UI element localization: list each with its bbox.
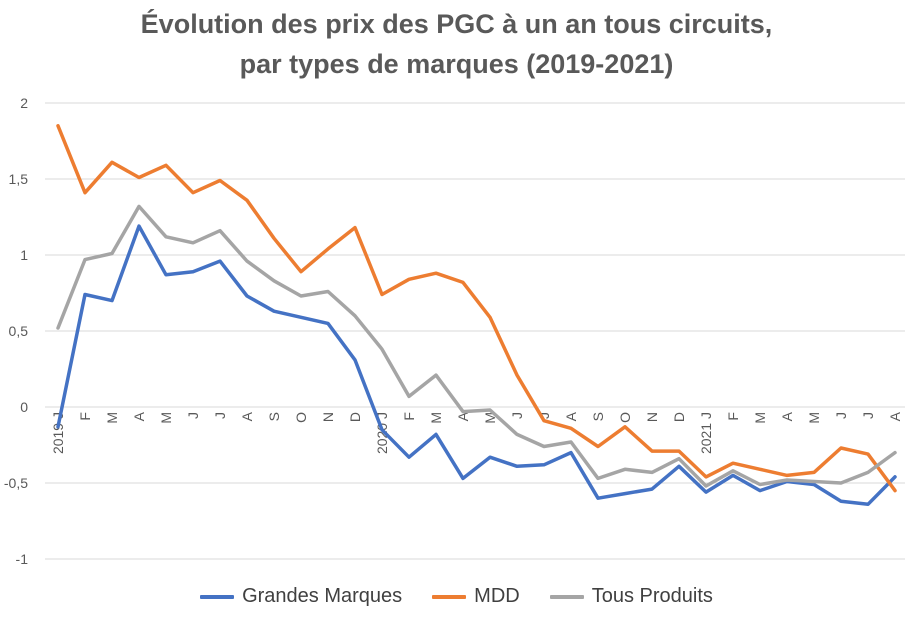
x-tick-label: A (131, 411, 147, 421)
y-tick-label: 2 (20, 95, 28, 111)
x-tick-label: N (644, 412, 660, 422)
legend-item-tous-produits: Tous Produits (549, 585, 713, 608)
x-tick-label: A (779, 411, 795, 421)
y-tick-label: -1 (16, 551, 29, 567)
x-tick-label: J (185, 412, 201, 419)
y-tick-label: 0,5 (9, 323, 29, 339)
chart-title-line-1: Évolution des prix des PGC à un an tous … (140, 9, 773, 39)
x-tick-label: J (212, 412, 228, 419)
chart-title-line-2: par types de marques (2019-2021) (239, 49, 674, 79)
legend-swatch-mdd (432, 594, 467, 599)
legend-label-tous-produits: Tous Produits (591, 585, 713, 607)
x-tick-label: A (239, 411, 255, 421)
x-tick-label: M (428, 412, 444, 424)
x-tick-label: D (671, 412, 687, 422)
x-tick-label: S (266, 412, 282, 421)
x-tick-label: J (536, 412, 552, 419)
series-lines (56, 124, 897, 507)
x-tick-label: J (509, 412, 525, 419)
chart-title: Évolution des prix des PGC à un an tous … (0, 4, 913, 84)
x-tick-label: A (887, 411, 903, 421)
y-tick-label: -0,5 (4, 475, 28, 491)
x-tick-label: A (455, 411, 471, 421)
x-axis-tick-labels: 2019 J F M A M J J A S O N D 2020 J F M A M J J A S O N D 2021 J… (50, 411, 903, 454)
legend-swatch-grandes-marques (200, 594, 235, 599)
legend-swatch-tous-produits (549, 594, 584, 599)
y-tick-label: 1 (20, 247, 28, 263)
y-axis-tick-labels: -1 -0,5 0 0,5 1 1,5 2 (4, 95, 28, 567)
x-tick-label: F (725, 412, 741, 421)
x-tick-label: J (833, 412, 849, 419)
x-tick-label: M (482, 412, 498, 424)
x-tick-label: M (104, 412, 120, 424)
x-tick-label: J (860, 412, 876, 419)
legend-label-mdd: MDD (474, 585, 520, 607)
legend-label-grandes-marques: Grandes Marques (242, 585, 403, 607)
x-tick-label: A (563, 411, 579, 421)
legend: Grandes Marques MDD Tous Produits (0, 585, 913, 608)
x-tick-label: O (293, 412, 309, 423)
series-line-mdd (56, 124, 897, 493)
gridlines (45, 102, 905, 560)
x-tick-label: F (401, 412, 417, 421)
y-tick-label: 1,5 (9, 171, 29, 187)
x-tick-label: O (617, 412, 633, 423)
legend-item-grandes-marques: Grandes Marques (200, 585, 402, 608)
x-tick-label: D (347, 412, 363, 422)
x-tick-label: S (590, 412, 606, 421)
y-tick-label: 0 (20, 399, 28, 415)
series-line-grandes-marques (56, 224, 897, 507)
x-tick-label: 2019 J (50, 412, 66, 454)
x-tick-label: M (158, 412, 174, 424)
x-tick-label: N (320, 412, 336, 422)
x-tick-label: M (752, 412, 768, 424)
x-tick-label: F (77, 412, 93, 421)
legend-item-mdd: MDD (432, 585, 520, 608)
series-line-tous-produits (56, 204, 897, 488)
x-tick-label: 2021 J (698, 412, 714, 454)
x-tick-label: M (806, 412, 822, 424)
